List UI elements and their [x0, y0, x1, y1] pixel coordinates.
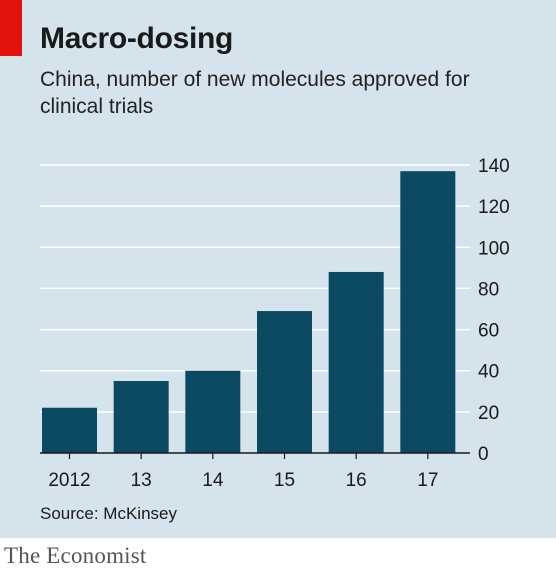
y-tick-label: 120 — [478, 197, 510, 218]
y-tick-label: 20 — [478, 403, 499, 424]
y-tick-label: 100 — [478, 238, 510, 259]
x-tick-label: 17 — [417, 470, 438, 491]
brand-red-tag — [0, 0, 22, 56]
y-tick-label: 60 — [478, 321, 499, 342]
bar — [185, 370, 241, 453]
x-tick-label: 14 — [202, 470, 224, 491]
source-note: Source: McKinsey — [40, 504, 177, 523]
y-tick-label: 0 — [478, 444, 489, 465]
bar — [257, 311, 312, 453]
x-tick-label: 15 — [274, 470, 295, 491]
y-tick-label: 140 — [478, 156, 510, 177]
bar-chart: 0 20 40 60 80 100 120 140 2012 13 14 15 16 17 — [40, 156, 510, 491]
chart-title: Macro-dosing — [40, 22, 234, 55]
y-tick-label: 40 — [478, 362, 499, 383]
bar — [113, 381, 169, 453]
chart-subtitle: China, number of new molecules approved … — [40, 68, 470, 118]
y-tick-label: 80 — [478, 279, 499, 300]
bar — [400, 171, 456, 453]
economist-logo: The Economist — [4, 543, 147, 568]
x-tick-label: 2012 — [48, 470, 90, 491]
x-tick-label: 13 — [131, 470, 152, 491]
bar — [328, 271, 384, 453]
x-tick-label: 16 — [346, 470, 367, 491]
bar — [42, 407, 97, 453]
